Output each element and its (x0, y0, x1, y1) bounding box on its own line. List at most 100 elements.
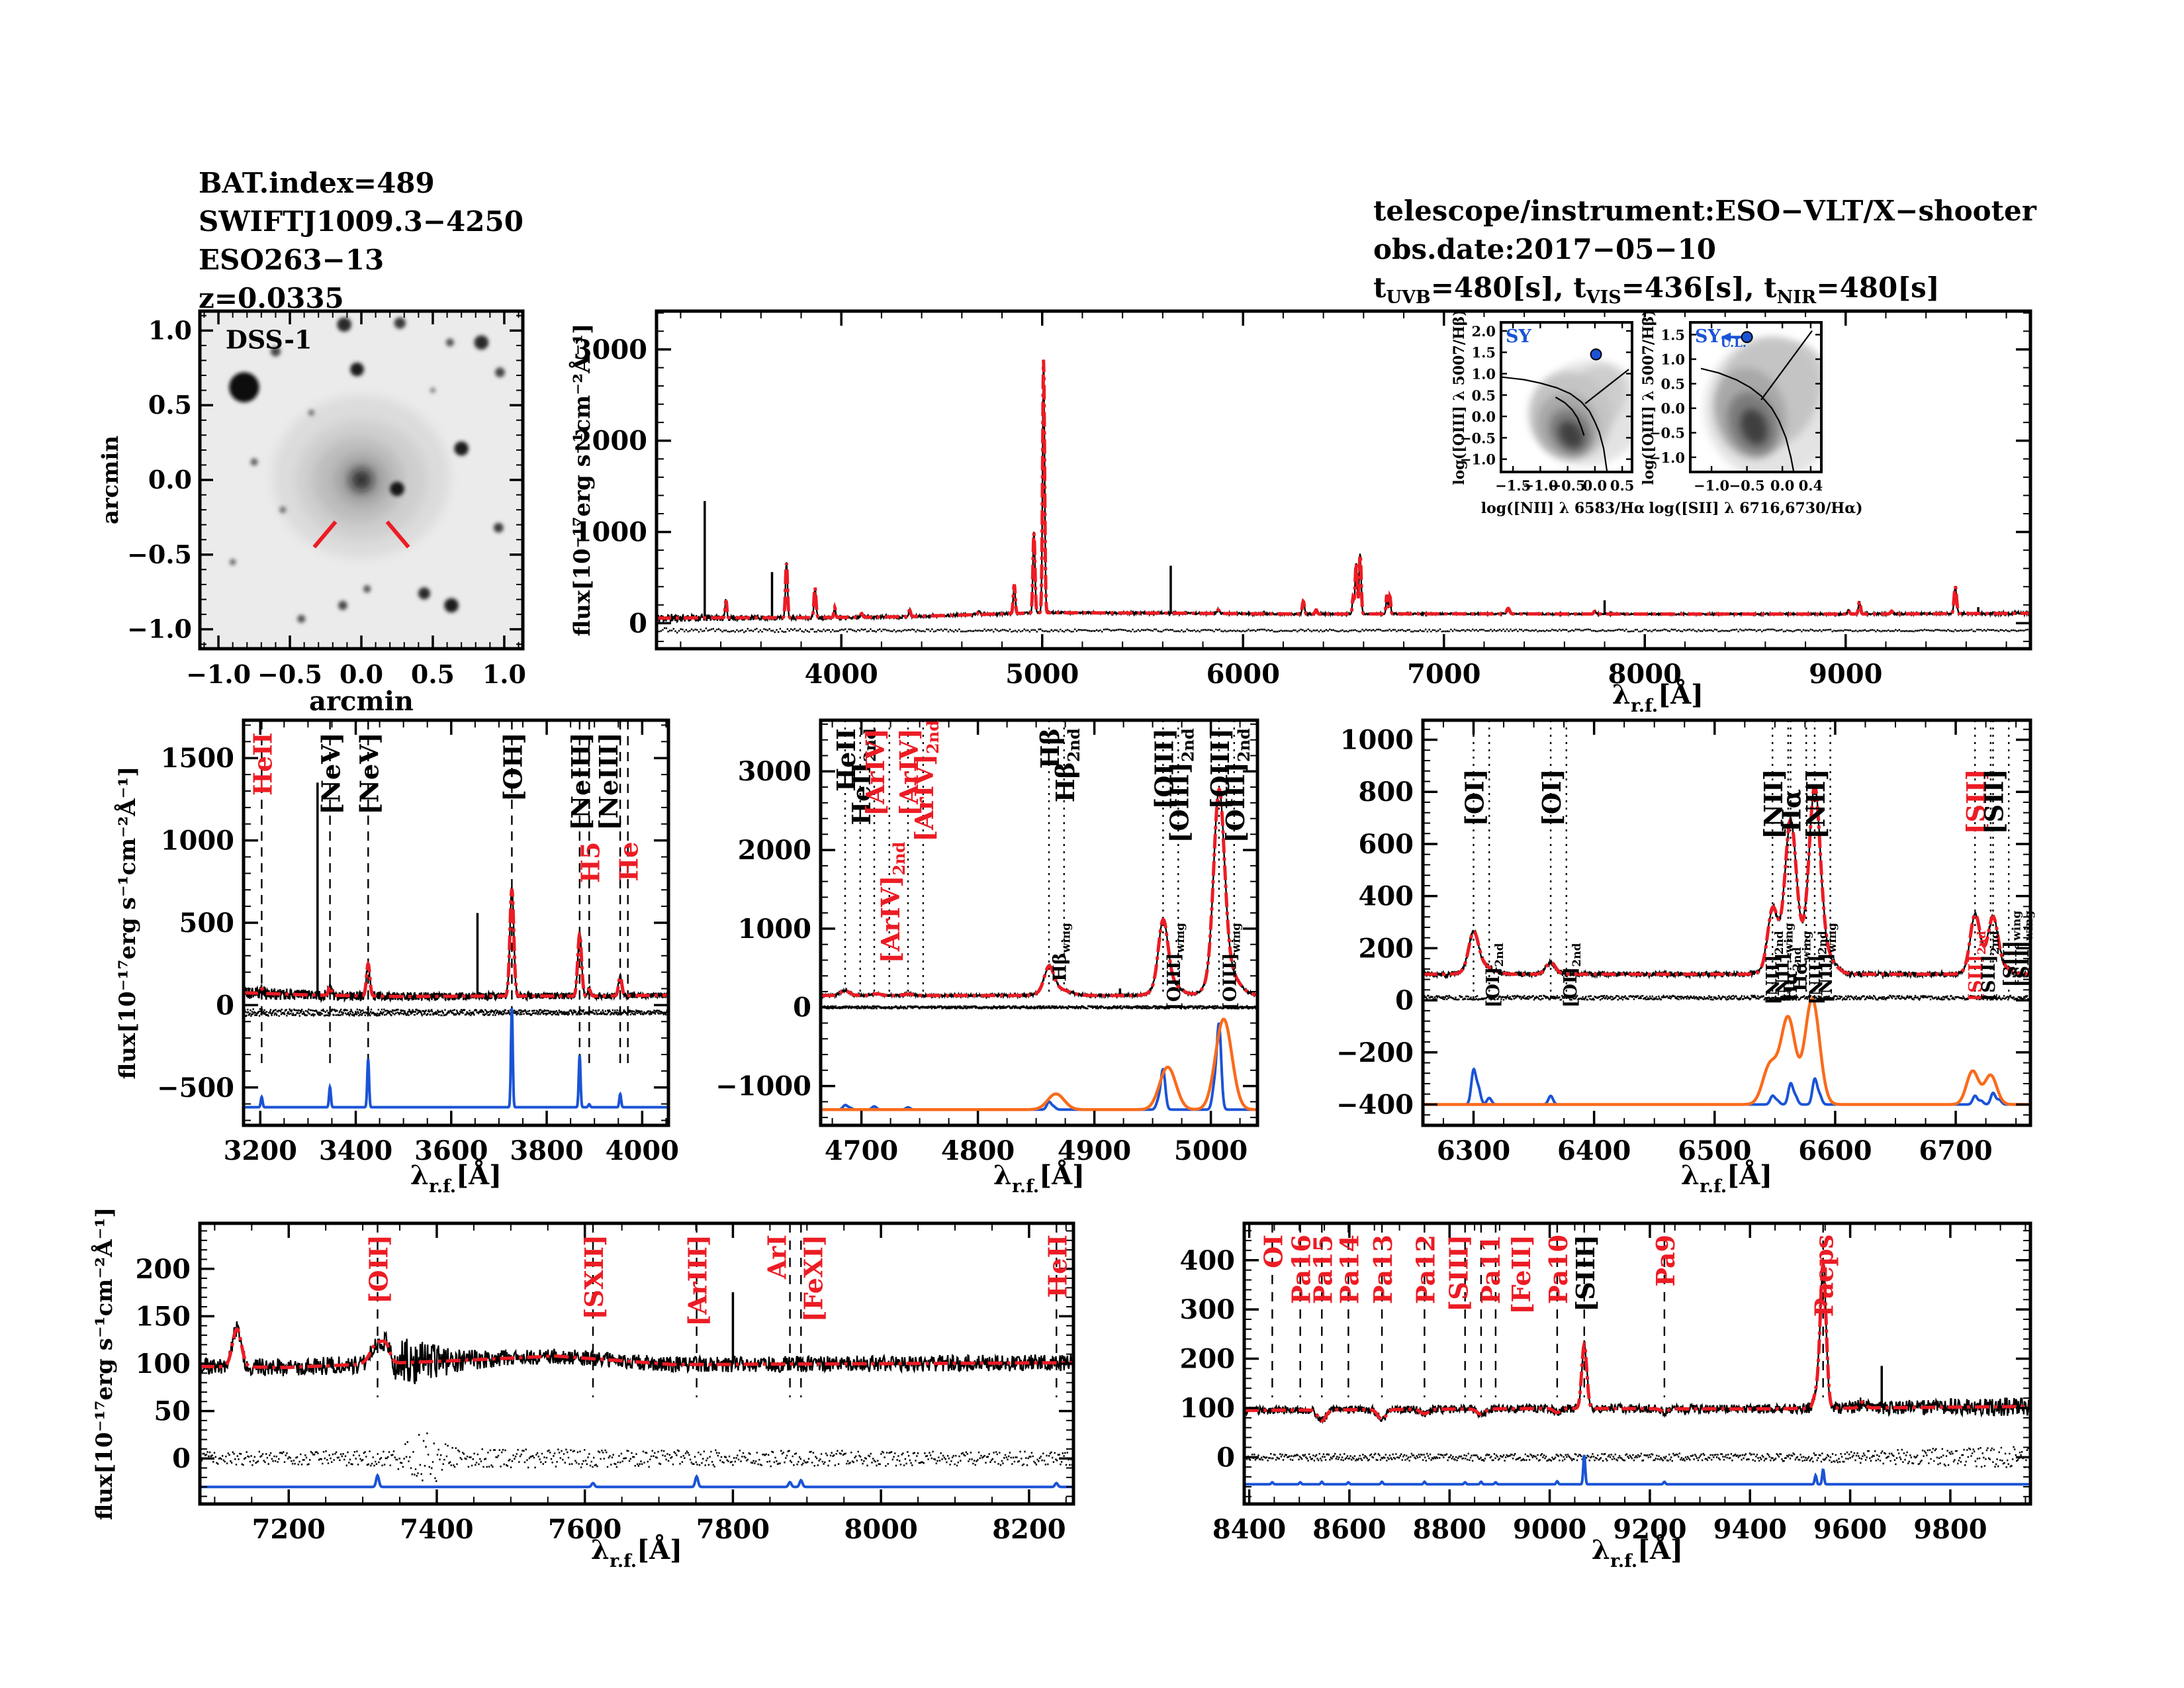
bat-index: BAT.index=489 (199, 167, 435, 199)
xlabel-main: λr.f.[Å] (1612, 679, 1704, 716)
classification-curve (1584, 369, 1629, 404)
line-label: [OIII] (1149, 728, 1179, 809)
star (338, 600, 347, 610)
svg-text:6400: 6400 (1557, 1135, 1631, 1166)
svg-text:−500: −500 (157, 1072, 234, 1103)
svg-text:4000: 4000 (606, 1135, 679, 1166)
svg-text:9800: 9800 (1913, 1514, 1987, 1545)
density-blob (1559, 421, 1584, 449)
line-label: [NeV] (354, 732, 384, 814)
line-label: Hα2nd (1781, 947, 1804, 1002)
svg-text:6600: 6600 (1798, 1135, 1872, 1166)
svg-text:8600: 8600 (1312, 1514, 1386, 1545)
line-label: [FeXI] (798, 1235, 828, 1322)
svg-text:0: 0 (793, 992, 811, 1023)
line-label: [SXII] (579, 1235, 609, 1319)
svg-text:200: 200 (1359, 933, 1414, 964)
svg-text:−1.5: −1.5 (1495, 477, 1531, 494)
svg-text:6300: 6300 (1437, 1135, 1510, 1166)
svg-text:3800: 3800 (510, 1135, 583, 1166)
svg-text:6000: 6000 (1206, 659, 1280, 690)
line-label: [NII]2nd (1763, 931, 1786, 1005)
svg-text:0.0: 0.0 (1471, 408, 1496, 425)
svg-text:1000: 1000 (738, 914, 811, 945)
svg-text:−400: −400 (1336, 1090, 1414, 1121)
xlabel-hb: λr.f.[Å] (993, 1160, 1085, 1197)
line-label: [FeII] (1506, 1235, 1536, 1315)
svg-text:0.4: 0.4 (1799, 477, 1823, 494)
svg-text:0.5: 0.5 (1610, 477, 1635, 494)
obs-date: obs.date:2017−05−10 (1373, 232, 1717, 265)
line-label: [OI] (1537, 769, 1567, 826)
svg-text:8000: 8000 (1608, 659, 1682, 690)
inset-tag: SYU.L. (1695, 326, 1747, 350)
svg-text:400: 400 (1180, 1245, 1236, 1276)
svg-text:4000: 4000 (805, 659, 878, 690)
line-label: OI (1258, 1235, 1288, 1268)
line-label: [OII] (364, 1235, 394, 1304)
svg-text:1.0: 1.0 (148, 315, 192, 345)
svg-text:7000: 7000 (1407, 659, 1480, 690)
svg-text:800: 800 (1359, 776, 1414, 808)
svg-text:−1.0: −1.0 (1649, 449, 1685, 466)
xlabel-uv: λr.f.[Å] (410, 1160, 502, 1197)
svg-text:0: 0 (1395, 985, 1414, 1016)
svg-text:−200: −200 (1336, 1037, 1414, 1068)
svg-text:9600: 9600 (1813, 1514, 1887, 1545)
swift-name: SWIFTJ1009.3−4250 (199, 205, 523, 238)
line-label: HeII (248, 732, 277, 796)
star (363, 585, 371, 593)
galaxy-blob (353, 472, 369, 488)
svg-text:9000: 9000 (1513, 1514, 1586, 1545)
svg-text:0.0: 0.0 (1583, 477, 1608, 494)
galaxy-name: ESO263−13 (199, 243, 385, 276)
line-label: [NII]wing (1772, 923, 1796, 1003)
svg-text:0: 0 (216, 990, 234, 1021)
svg-text:1.0: 1.0 (1661, 352, 1685, 368)
svg-text:7400: 7400 (400, 1514, 473, 1545)
svg-text:0.5: 0.5 (1471, 387, 1496, 404)
svg-text:0.0: 0.0 (340, 659, 383, 689)
inset-xlabel: log([NII] λ 6583/Hα) (1481, 500, 1652, 517)
svg-text:3600: 3600 (414, 1135, 488, 1166)
dss-x-axis-label: arcmin (309, 686, 414, 717)
svg-text:7600: 7600 (548, 1514, 621, 1545)
line-label: [OIII]wing (1164, 923, 1187, 1010)
svg-text:100: 100 (1180, 1393, 1236, 1424)
line-label: Pa10 (1543, 1235, 1573, 1304)
line-label: [SII]wing (2013, 910, 2036, 987)
line-label: [OI] (1460, 769, 1490, 826)
line-label: [SII]wing (2001, 910, 2024, 987)
svg-text:−0.5: −0.5 (1729, 477, 1765, 494)
line-label: ArI (762, 1235, 792, 1280)
svg-text:1.0: 1.0 (1471, 365, 1496, 382)
star (337, 317, 351, 332)
svg-text:1000: 1000 (574, 517, 647, 548)
svg-text:−1000: −1000 (715, 1071, 811, 1102)
svg-text:0.5: 0.5 (1661, 376, 1685, 393)
line-label: [NeV] (316, 732, 346, 814)
svg-text:1.5: 1.5 (1661, 327, 1685, 344)
svg-text:8200: 8200 (992, 1514, 1066, 1545)
svg-text:0.5: 0.5 (148, 390, 192, 420)
inset-xlabel: log([SII] λ 6716,6730/Hα) (1649, 500, 1862, 517)
svg-text:2000: 2000 (738, 835, 811, 866)
line-label: [NeIII] (594, 732, 623, 830)
star (474, 335, 489, 350)
svg-text:150: 150 (136, 1301, 191, 1332)
classification-curve (1700, 367, 1795, 472)
svg-text:−1.0: −1.0 (186, 659, 251, 689)
line-label: [ArIV] (894, 728, 924, 816)
line-label: [OIII]2nd (1164, 728, 1197, 843)
line-label: Hβwing (1050, 923, 1073, 982)
svg-text:6500: 6500 (1678, 1135, 1751, 1166)
line-label: [SIII] (1444, 1235, 1474, 1312)
panel-red: 7200 7400 7600 7800 8000 8200 200 150 100 50 0 [OII… (136, 1221, 1075, 1545)
classification-curve (1502, 376, 1608, 471)
svg-text:1.0: 1.0 (482, 659, 526, 689)
line-label: Hαwing (1791, 931, 1814, 992)
star (308, 409, 315, 416)
svg-text:8800: 8800 (1413, 1514, 1486, 1545)
bpt-data-point (1590, 348, 1602, 361)
